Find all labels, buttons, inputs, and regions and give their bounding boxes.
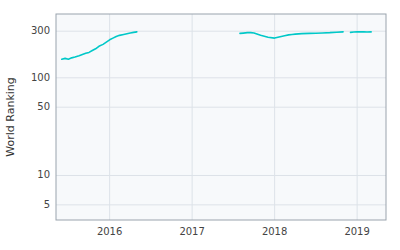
x-tick-label: 2019 (344, 226, 369, 237)
y-tick-label: 100 (31, 72, 50, 83)
chart-container: 5 10 50 100 300 2016 2017 2018 2019 World Ranking (0, 0, 400, 250)
y-grid-line (56, 107, 386, 108)
y-grid-line (56, 77, 386, 78)
chart: 5 10 50 100 300 2016 2017 2018 2019 World Ranking (0, 0, 400, 250)
data-area (62, 32, 371, 59)
y-axis-label: World Ranking (4, 77, 17, 157)
series-line (351, 31, 372, 33)
x-grid-line (192, 14, 193, 220)
x-grid-line (274, 14, 275, 220)
y-tick-label: 300 (31, 25, 50, 36)
y-grid-line (56, 175, 386, 176)
y-tick-label: 50 (37, 101, 50, 112)
grid (56, 14, 386, 220)
plot-frame (56, 14, 386, 220)
x-tick-label: 2017 (179, 226, 204, 237)
y-grid-line (56, 204, 386, 205)
plot-background (56, 14, 386, 220)
y-tick-label: 5 (44, 199, 50, 210)
x-grid-line (357, 14, 358, 220)
y-tick-label: 10 (37, 169, 50, 180)
series-line (240, 32, 343, 38)
x-tick-label: 2016 (97, 226, 122, 237)
axes: 5 10 50 100 300 2016 2017 2018 2019 (31, 25, 370, 237)
series-line (62, 32, 137, 59)
x-tick-label: 2018 (262, 226, 287, 237)
x-grid-line (109, 14, 110, 220)
